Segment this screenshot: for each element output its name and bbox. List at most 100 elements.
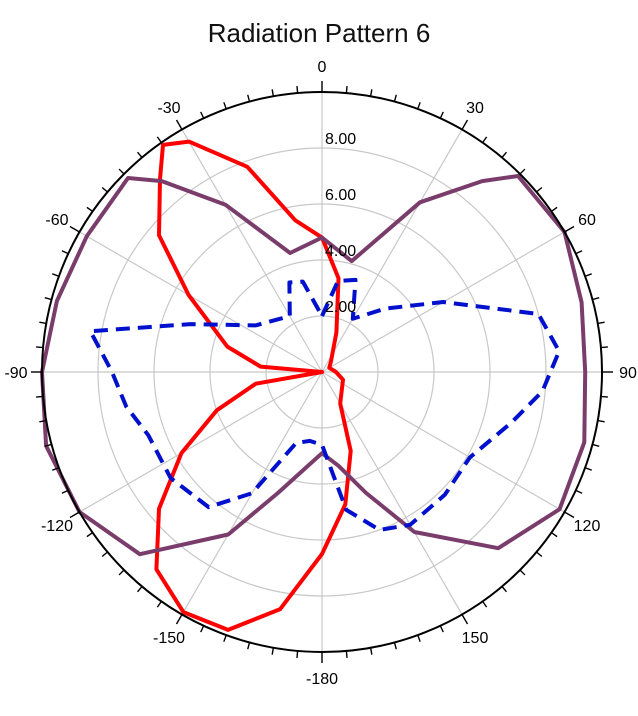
major-tick [564,511,575,519]
minor-tick [345,86,348,94]
minor-tick [600,346,608,349]
radial-tick-label: 2.00 [325,299,356,316]
chart-title: Radiation Pattern 6 [207,18,431,48]
series-layer [40,139,588,632]
angle-tick-label: 90 [619,365,637,382]
grid-spoke [79,231,323,373]
minor-tick [247,642,251,650]
minor-tick [501,586,508,593]
minor-tick [575,250,583,255]
minor-tick [118,168,125,175]
minor-tick [600,395,608,398]
minor-tick [536,186,543,193]
grid-spoke [321,129,463,373]
minor-tick [575,489,583,494]
grid-spoke [181,129,323,373]
minor-tick [271,647,275,655]
minor-tick [417,634,421,642]
minor-tick [52,467,60,471]
minor-tick [597,419,605,423]
minor-tick [597,321,605,325]
angle-tick-label: -150 [153,630,185,647]
major-tick [564,225,575,233]
minor-tick [223,102,227,110]
minor-tick [39,419,47,423]
angle-tick-label: 150 [462,630,489,647]
minor-tick [156,600,162,608]
minor-tick [200,111,205,119]
angle-tick-label: -180 [306,671,338,688]
minor-tick [519,168,526,175]
minor-tick [86,206,94,212]
angle-tick-label: 120 [574,518,601,535]
minor-tick [44,297,52,301]
minor-tick [36,346,44,349]
minor-tick [439,111,444,119]
grid-spoke [321,371,463,615]
minor-tick [156,136,162,144]
minor-tick [584,467,592,471]
angle-tick-label: -120 [41,518,73,535]
minor-tick [369,89,373,97]
radial-tick-label: 6.00 [325,187,356,204]
major-tick [175,119,183,130]
major-tick [69,511,80,519]
minor-tick [393,94,397,102]
minor-tick [247,94,251,102]
radial-tick-label: 4.00 [325,243,356,260]
minor-tick [36,395,44,398]
minor-tick [417,102,421,110]
angle-tick-label: 30 [466,100,484,117]
major-tick [69,225,80,233]
minor-tick [536,551,543,558]
angle-tick-label: 0 [318,59,327,76]
angle-tick-label: -90 [4,365,27,382]
minor-tick [592,297,600,301]
minor-tick [101,551,108,558]
minor-tick [136,151,143,158]
angle-tick-label: -60 [45,212,68,229]
minor-tick [200,625,205,633]
minor-tick [101,186,108,193]
minor-tick [223,634,227,642]
minor-tick [592,443,600,447]
angle-tick-label: 60 [578,212,596,229]
minor-tick [482,136,488,144]
minor-tick [296,650,299,658]
grid-spoke [181,371,323,615]
minor-tick [39,321,47,325]
minor-tick [345,650,348,658]
radial-tick-label: 8.00 [325,131,356,148]
grid-layer [42,92,602,652]
major-tick [461,119,469,130]
frame-layer [31,81,613,663]
minor-tick [118,569,125,576]
minor-tick [369,647,373,655]
minor-tick [439,625,444,633]
major-tick [175,614,183,625]
minor-tick [136,586,143,593]
minor-tick [271,89,275,97]
minor-tick [550,532,558,538]
minor-tick [501,151,508,158]
minor-tick [296,86,299,94]
minor-tick [482,600,488,608]
minor-tick [61,489,69,494]
series-line-3 [88,277,562,532]
series-line-1 [154,139,353,632]
minor-tick [550,206,558,212]
series-line-2 [40,174,588,557]
minor-tick [584,273,592,277]
angle-tick-label: -30 [157,100,180,117]
label-layer: 0 30 60 90 120 150 -180 -150 -120 -90 -60 -30 2.00 4.… [4,59,637,688]
grid-spoke [321,371,565,513]
minor-tick [86,532,94,538]
minor-tick [393,642,397,650]
minor-tick [519,569,526,576]
minor-tick [61,250,69,255]
grid-spoke [79,371,323,513]
major-tick [461,614,469,625]
minor-tick [44,443,52,447]
